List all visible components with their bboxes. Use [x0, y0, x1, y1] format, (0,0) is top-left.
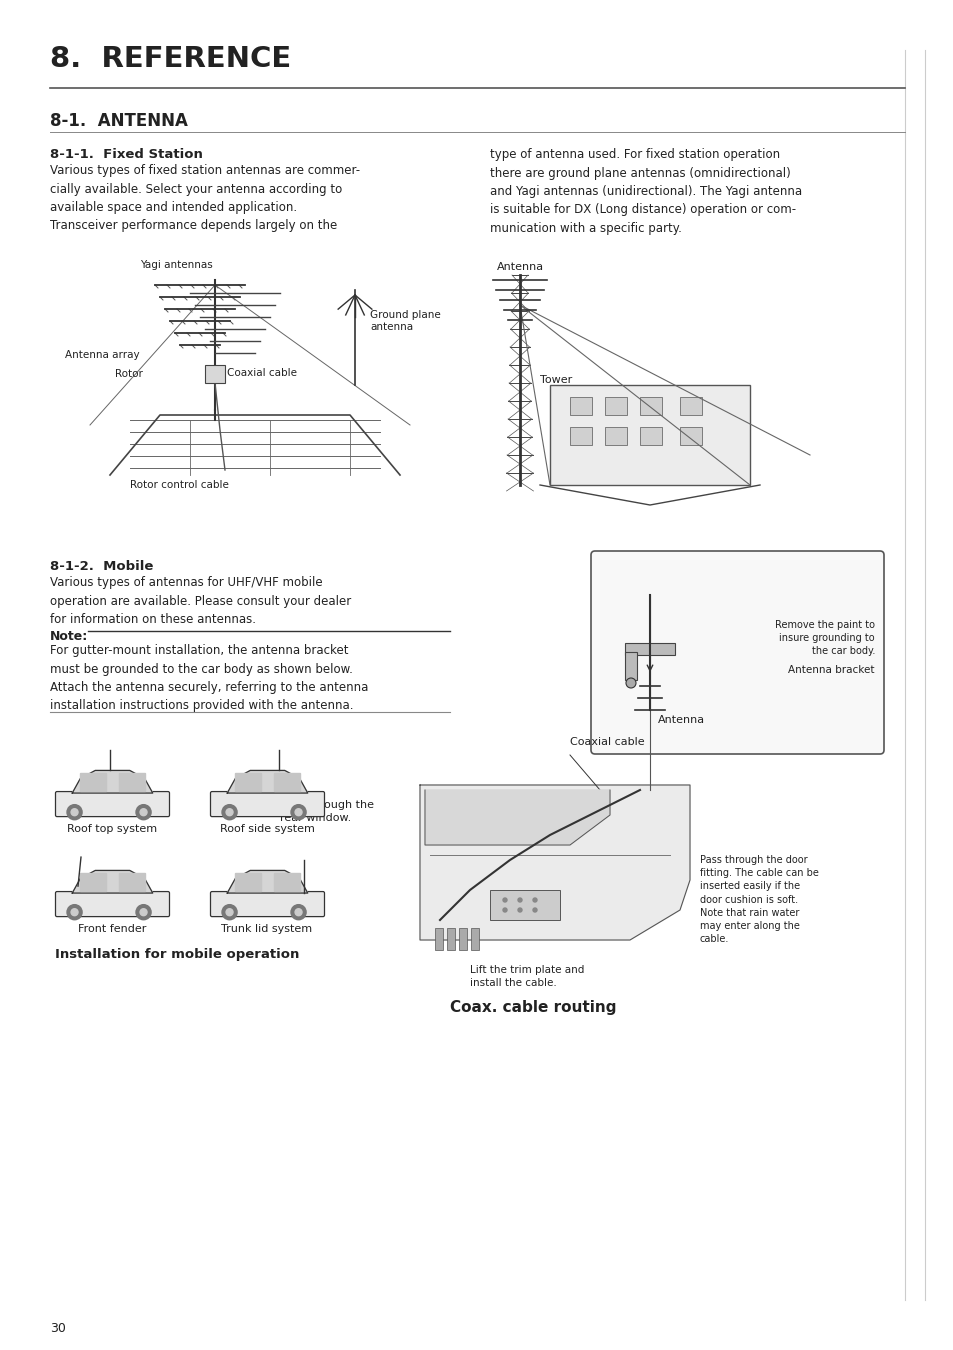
- Bar: [639, 397, 661, 414]
- Polygon shape: [227, 871, 308, 894]
- Text: 8-1-2.  Mobile: 8-1-2. Mobile: [50, 560, 153, 572]
- Circle shape: [226, 909, 233, 915]
- Bar: [624, 643, 675, 655]
- Polygon shape: [119, 774, 145, 791]
- Text: Coaxial cable: Coaxial cable: [569, 737, 644, 747]
- Circle shape: [294, 909, 302, 915]
- Text: 8-1.  ANTENNA: 8-1. ANTENNA: [50, 112, 188, 130]
- Polygon shape: [80, 873, 106, 891]
- Circle shape: [517, 898, 521, 902]
- Bar: [604, 397, 626, 414]
- Text: Rotor control cable: Rotor control cable: [130, 481, 229, 490]
- Text: Installation for mobile operation: Installation for mobile operation: [55, 948, 299, 961]
- Bar: [639, 427, 661, 446]
- Circle shape: [625, 678, 636, 688]
- FancyBboxPatch shape: [55, 791, 170, 817]
- Circle shape: [222, 904, 237, 919]
- Circle shape: [533, 898, 537, 902]
- Text: Antenna bracket: Antenna bracket: [788, 666, 874, 675]
- Bar: [458, 927, 467, 950]
- Bar: [679, 397, 701, 414]
- Polygon shape: [72, 771, 152, 792]
- Text: Coaxial cable: Coaxial cable: [227, 369, 296, 378]
- Polygon shape: [235, 774, 260, 791]
- FancyBboxPatch shape: [211, 891, 324, 917]
- Text: Rotor: Rotor: [115, 369, 143, 379]
- Polygon shape: [72, 871, 152, 894]
- Text: 8-1-1.  Fixed Station: 8-1-1. Fixed Station: [50, 148, 203, 161]
- Bar: [679, 427, 701, 446]
- Circle shape: [502, 898, 506, 902]
- Circle shape: [291, 904, 306, 919]
- Circle shape: [291, 805, 306, 819]
- Text: Pass through the
rear window.: Pass through the rear window.: [280, 801, 374, 824]
- FancyBboxPatch shape: [590, 551, 883, 755]
- Text: Remove the paint to
insure grounding to
the car body.: Remove the paint to insure grounding to …: [774, 620, 874, 656]
- Text: Lift the trim plate and
install the cable.: Lift the trim plate and install the cabl…: [470, 965, 584, 988]
- Text: For gutter-mount installation, the antenna bracket
must be grounded to the car b: For gutter-mount installation, the anten…: [50, 644, 368, 713]
- Circle shape: [502, 909, 506, 913]
- Circle shape: [226, 809, 233, 815]
- Bar: [550, 385, 749, 485]
- Circle shape: [517, 909, 521, 913]
- Circle shape: [67, 904, 82, 919]
- Text: Pass through the door
fitting. The cable can be
inserted easily if the
door cush: Pass through the door fitting. The cable…: [700, 855, 818, 944]
- Polygon shape: [227, 771, 308, 792]
- Text: Roof top system: Roof top system: [67, 824, 157, 834]
- FancyBboxPatch shape: [55, 891, 170, 917]
- Circle shape: [67, 805, 82, 819]
- Bar: [490, 890, 559, 919]
- Bar: [435, 927, 442, 950]
- Text: Antenna: Antenna: [496, 262, 543, 271]
- Polygon shape: [235, 873, 260, 891]
- Text: Tower: Tower: [539, 375, 572, 385]
- Polygon shape: [274, 873, 299, 891]
- Bar: [569, 397, 592, 414]
- Bar: [624, 652, 637, 680]
- Circle shape: [533, 909, 537, 913]
- Text: Ground plane
antenna: Ground plane antenna: [370, 310, 440, 332]
- Circle shape: [294, 809, 302, 815]
- Circle shape: [71, 809, 78, 815]
- Text: Various types of antennas for UHF/VHF mobile
operation are available. Please con: Various types of antennas for UHF/VHF mo…: [50, 576, 351, 626]
- Bar: [471, 927, 478, 950]
- Bar: [205, 364, 225, 383]
- Bar: [447, 927, 455, 950]
- Circle shape: [136, 805, 151, 819]
- Text: Trunk lid system: Trunk lid system: [221, 923, 313, 934]
- Text: Various types of fixed station antennas are commer-
cially available. Select you: Various types of fixed station antennas …: [50, 163, 359, 232]
- Polygon shape: [419, 784, 689, 940]
- Circle shape: [136, 904, 151, 919]
- Circle shape: [222, 805, 237, 819]
- FancyBboxPatch shape: [211, 791, 324, 817]
- Text: type of antenna used. For fixed station operation
there are ground plane antenna: type of antenna used. For fixed station …: [490, 148, 801, 235]
- Bar: [569, 427, 592, 446]
- Text: Yagi antennas: Yagi antennas: [140, 261, 213, 270]
- Polygon shape: [119, 873, 145, 891]
- Polygon shape: [424, 790, 609, 845]
- Circle shape: [140, 909, 147, 915]
- Text: Note:: Note:: [50, 630, 89, 643]
- Polygon shape: [274, 774, 299, 791]
- Bar: [604, 427, 626, 446]
- Text: Front fender: Front fender: [78, 923, 146, 934]
- Polygon shape: [80, 774, 106, 791]
- Text: Roof side system: Roof side system: [219, 824, 314, 834]
- Text: Antenna array: Antenna array: [65, 350, 139, 360]
- Circle shape: [71, 909, 78, 915]
- Text: Antenna: Antenna: [658, 716, 704, 725]
- Text: Coax. cable routing: Coax. cable routing: [450, 1000, 616, 1015]
- Text: 30: 30: [50, 1322, 66, 1335]
- Text: 8.  REFERENCE: 8. REFERENCE: [50, 45, 291, 73]
- Circle shape: [140, 809, 147, 815]
